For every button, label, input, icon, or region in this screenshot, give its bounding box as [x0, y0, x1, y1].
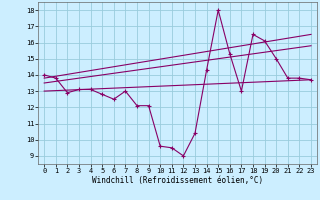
X-axis label: Windchill (Refroidissement éolien,°C): Windchill (Refroidissement éolien,°C): [92, 176, 263, 185]
